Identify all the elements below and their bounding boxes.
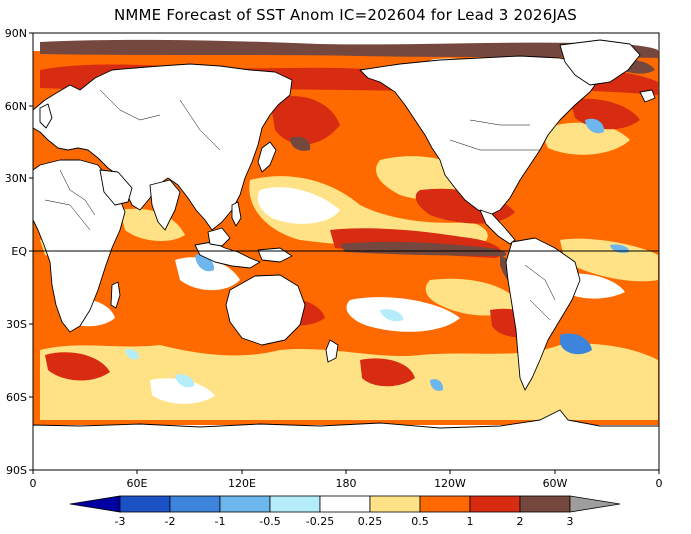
land-philippines (231, 201, 242, 227)
land-new-zealand (325, 339, 339, 363)
colorbar-label-neg2: -2 (165, 515, 176, 528)
colorbar-label-neg05: -0.5 (259, 515, 280, 528)
colorbar-label-p025: 0.25 (358, 515, 383, 528)
land-borneo (207, 227, 231, 247)
colorbar-segment-neg1-neg05 (219, 495, 271, 513)
land-greenland (559, 39, 641, 86)
colorbar-segment-neg05-neg025 (269, 495, 321, 513)
colorbar-label-p2: 2 (517, 515, 524, 528)
colorbar-segment-p025-p05 (369, 495, 421, 513)
colorbar (69, 495, 621, 513)
colorbar-segment-gt-p3 (569, 495, 621, 513)
colorbar-label-p3: 3 (567, 515, 574, 528)
lat-ticks (29, 32, 33, 471)
land-japan (257, 141, 277, 173)
colorbar-segment-neutral (319, 495, 371, 513)
lat-label-90s: 90S (6, 464, 27, 477)
land-masses (33, 39, 659, 470)
land-eurasia (33, 63, 293, 231)
colorbar-segment-p1-p2 (469, 495, 521, 513)
colorbar-segment-neg3-neg2 (119, 495, 171, 513)
land-india (149, 179, 181, 231)
lon-label-120e: 120E (228, 477, 256, 490)
lon-ticks (32, 470, 660, 474)
land-madagascar (110, 281, 121, 309)
land-australia (225, 274, 306, 346)
colorbar-label-neg3: -3 (115, 515, 126, 528)
lon-label-60w: 60W (543, 477, 568, 490)
colorbar-segment-lt-neg3 (69, 495, 121, 513)
lat-label-eq: EQ (11, 245, 27, 258)
colorbar-label-neg025: -0.25 (306, 515, 334, 528)
colorbar-segment-neg2-neg1 (169, 495, 221, 513)
lon-label-60e: 60E (127, 477, 148, 490)
colorbar-label-neg1: -1 (215, 515, 226, 528)
lat-label-60n: 60N (5, 100, 27, 113)
land-north-america (359, 55, 601, 216)
lat-label-90n: 90N (5, 27, 27, 40)
land-iceland (639, 89, 656, 103)
lat-label-60s: 60S (6, 391, 27, 404)
map-title: NMME Forecast of SST Anom IC=202604 for … (113, 6, 578, 24)
colorbar-label-p05: 0.5 (411, 515, 429, 528)
lat-label-30s: 30S (6, 318, 27, 331)
land-uk (39, 103, 53, 129)
land-arabia (99, 169, 133, 206)
land-antarctica (33, 409, 659, 470)
country-borders (44, 89, 556, 321)
lon-label-0-left: 0 (30, 477, 37, 490)
lat-label-30n: 30N (5, 172, 27, 185)
lon-label-0-right: 0 (656, 477, 663, 490)
colorbar-segment-p05-p1 (419, 495, 471, 513)
colorbar-segment-p2-p3 (519, 495, 571, 513)
lon-label-120w: 120W (434, 477, 466, 490)
land-south-america (505, 237, 581, 391)
lon-label-180: 180 (336, 477, 357, 490)
map-plot-area (33, 33, 659, 470)
colorbar-label-p1: 1 (467, 515, 474, 528)
